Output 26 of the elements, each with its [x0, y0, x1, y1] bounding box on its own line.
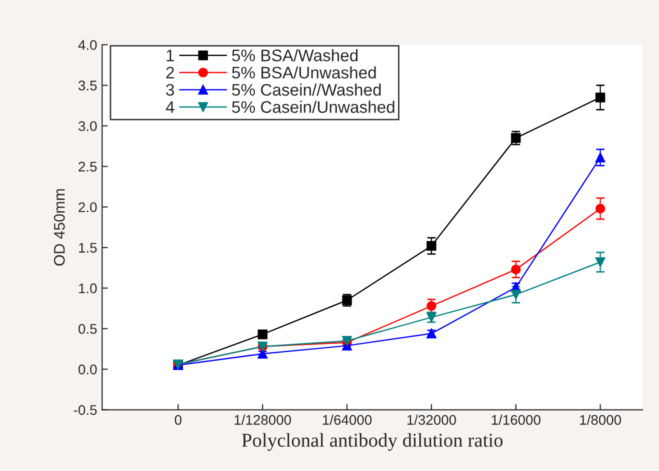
x-tick-label: 1/8000: [580, 414, 622, 425]
legend-label: 5% BSA/Washed: [232, 49, 358, 62]
y-tick-label: -0.5: [74, 405, 97, 415]
annotation: 4: [166, 101, 174, 113]
y-tick-label: 3.5: [78, 80, 97, 90]
y-tick-label: 2.0: [78, 202, 97, 212]
y-tick-label: 2.5: [78, 162, 97, 172]
x-tick-label: 1/64000: [322, 414, 372, 425]
annotation: 2: [166, 66, 174, 78]
y-tick-label: 1.5: [79, 243, 97, 253]
y-tick-label: 0.0: [78, 364, 97, 374]
y-axis-title: OD 450mm: [54, 189, 65, 266]
x-tick-label: 1/128000: [234, 414, 291, 425]
annotation: 1: [166, 50, 174, 62]
legend-label: 5% Casein/Unwashed: [232, 100, 394, 113]
y-tick-label: 0.5: [78, 324, 97, 334]
x-tick-label: 1/32000: [407, 414, 456, 425]
legend-label: 5% BSA/Unwashed: [232, 66, 376, 79]
annotation: 3: [166, 84, 174, 96]
x-axis-title: Polyclonal antibody dilution ratio: [242, 433, 503, 451]
y-tick-label: 4.0: [78, 40, 97, 50]
y-tick-label: 1.0: [79, 283, 97, 294]
legend-label: 5% Casein//Washed: [232, 84, 381, 96]
x-tick-label: 1/16000: [492, 414, 540, 425]
x-tick-label: 0: [174, 415, 182, 425]
y-tick-label: 3.0: [78, 121, 97, 132]
